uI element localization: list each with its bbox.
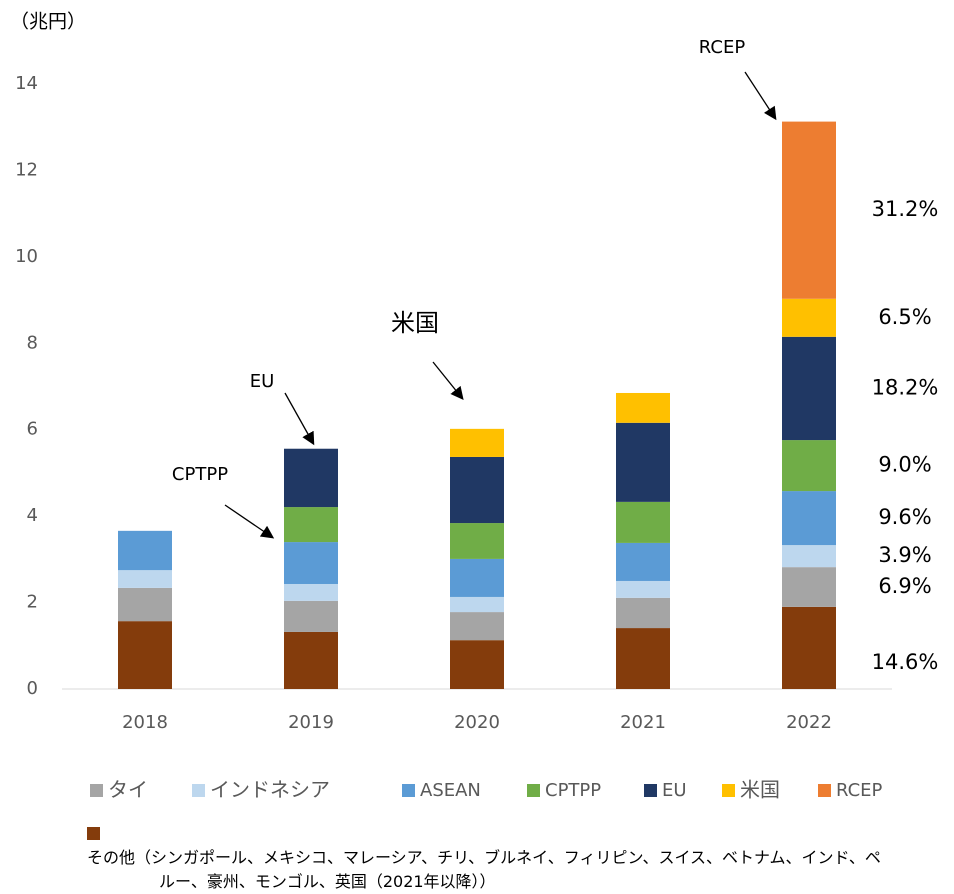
y-tick-label: 0 (27, 678, 38, 699)
annotation: CPTPP (172, 464, 228, 485)
y-tick-label: 8 (27, 332, 38, 353)
annotation: EU (250, 371, 275, 392)
x-tick-label: 2018 (122, 712, 168, 733)
legend-swatch (192, 784, 205, 797)
y-tick-label: 10 (15, 246, 38, 267)
legend-swatch (527, 784, 540, 797)
bar-segment (450, 596, 504, 613)
arrow (744, 71, 777, 121)
bar-segment (284, 631, 338, 689)
bar-segment (118, 570, 172, 588)
legend-label: EU (662, 780, 687, 801)
y-tick-label: 4 (27, 505, 38, 526)
x-tick-label: 2022 (786, 712, 832, 733)
y-axis-label: （兆円） (10, 11, 86, 33)
legend-label: インドネシア (210, 778, 330, 802)
share-label: 14.6% (872, 650, 939, 674)
bar-segment (450, 523, 504, 559)
arrow (224, 504, 275, 539)
bar-segment (118, 587, 172, 622)
legend-label: タイ (108, 778, 148, 802)
share-label: 6.5% (878, 305, 931, 329)
bar-segment (450, 456, 504, 524)
bar-segment (450, 640, 504, 689)
bar-segment (616, 628, 670, 689)
legend-label: RCEP (836, 780, 883, 801)
share-label: 31.2% (872, 197, 939, 221)
bar-segment (782, 298, 836, 337)
bar-segment (616, 392, 670, 423)
bar-segment (616, 542, 670, 581)
chart: （兆円） CPTPP EU 米国 RCEP 0 2 4 6 8 10 12 14 2018 201… (10, 11, 939, 802)
bar-segment (118, 621, 172, 689)
legend-swatch (818, 784, 831, 797)
bar-segment (616, 597, 670, 629)
arrow (284, 392, 315, 446)
bar-segment (616, 580, 670, 598)
annotation: 米国 (391, 309, 439, 337)
legend-label: 米国 (740, 778, 780, 802)
x-tick-label: 2020 (454, 712, 500, 733)
legend-label: その他（シンガポール、メキシコ、マレーシア、チリ、ブルネイ、フィリピン、スイス、… (87, 848, 881, 891)
legend-item: その他（シンガポール、メキシコ、マレーシア、チリ、ブルネイ、フィリピン、スイス、… (87, 822, 881, 894)
legend-label: CPTPP (545, 780, 601, 801)
bar-segment (782, 567, 836, 607)
x-tick-label: 2021 (620, 712, 666, 733)
bar-segment (782, 336, 836, 441)
share-label: 3.9% (878, 543, 931, 567)
legend-swatch (644, 784, 657, 797)
bar-segment (284, 600, 338, 632)
bar-segment (616, 422, 670, 502)
bar-segment (782, 606, 836, 689)
bar-segment (284, 448, 338, 508)
bar-segment (450, 428, 504, 457)
bar-segment (284, 507, 338, 543)
bar-segment (450, 558, 504, 597)
bar-segment (782, 545, 836, 568)
legend-swatch (90, 784, 103, 797)
bar-segment (616, 501, 670, 543)
x-tick-label: 2019 (288, 712, 334, 733)
share-label: 18.2% (872, 375, 939, 399)
legend-label: ASEAN (420, 780, 481, 801)
arrow (432, 361, 464, 401)
bar-segment (450, 612, 504, 641)
share-label: 9.0% (878, 453, 931, 477)
y-tick-label: 6 (27, 419, 38, 440)
y-tick-label: 12 (15, 159, 38, 180)
legend-swatch (402, 784, 415, 797)
y-tick-label: 14 (15, 73, 38, 94)
y-tick-label: 2 (27, 592, 38, 613)
legend-swatch (722, 784, 735, 797)
bar-segment (782, 121, 836, 299)
bar-segment (782, 491, 836, 546)
bar-segment (118, 530, 172, 571)
bar-segment (782, 440, 836, 492)
bar-segment (284, 542, 338, 584)
page: （兆円） CPTPP EU 米国 RCEP 0 2 4 6 8 10 12 14 2018 201… (10, 10, 939, 891)
share-label: 9.6% (878, 505, 931, 529)
bar-segment (284, 583, 338, 601)
annotation: RCEP (699, 37, 746, 58)
share-label: 6.9% (878, 574, 931, 598)
legend-swatch (87, 827, 100, 840)
